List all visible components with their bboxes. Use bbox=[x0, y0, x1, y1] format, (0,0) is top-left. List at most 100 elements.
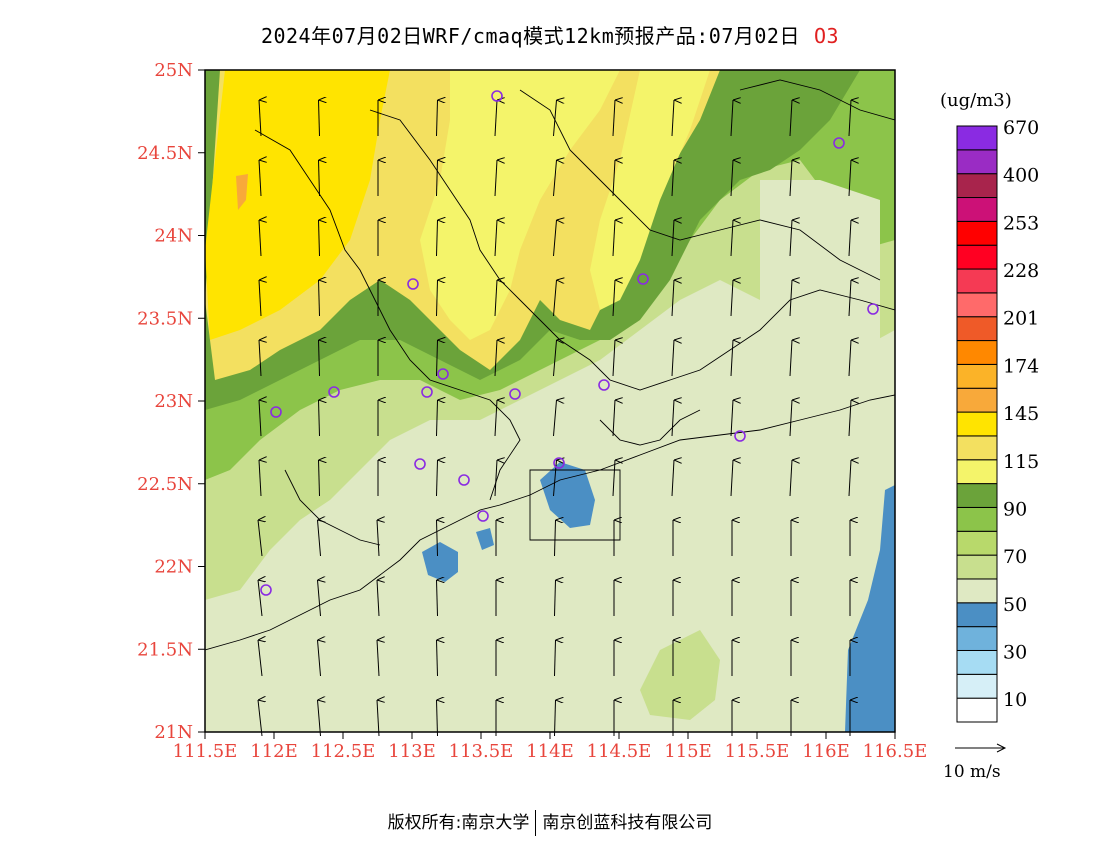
colorbar-unit-label: (ug/m3) bbox=[940, 90, 1012, 111]
wind-arrow-icon bbox=[318, 160, 320, 197]
station-circle-icon bbox=[598, 379, 610, 391]
station-circle-icon bbox=[509, 388, 521, 400]
wind-arrow-icon bbox=[789, 340, 792, 377]
lat-tick-label: 24N bbox=[154, 226, 193, 247]
wind-arrow-icon bbox=[436, 640, 438, 677]
wind-reference-arrow-icon bbox=[955, 743, 1007, 753]
lon-tick-label: 114.5E bbox=[587, 741, 652, 762]
wind-arrow-icon bbox=[258, 280, 261, 317]
colorbar-label: 400 bbox=[1003, 165, 1039, 187]
lon-tick-label: 113E bbox=[388, 741, 436, 762]
footer-copyright: 版权所有:南京大学 bbox=[387, 813, 530, 833]
colorbar-swatch bbox=[956, 363, 998, 389]
wind-arrow-icon bbox=[612, 280, 615, 317]
lat-tick-label: 21N bbox=[154, 722, 193, 743]
colorbar-label: 50 bbox=[1003, 594, 1027, 616]
lon-tick-label: 112.5E bbox=[311, 741, 376, 762]
longitude-axis: 111.5E 112E 112.5E 113E 113.5E 114E 114.5E 115E… bbox=[173, 732, 927, 762]
colorbar: 10 30 50 70 90 115 145 174 201 228 253 400 670 bbox=[956, 117, 1039, 723]
wind-arrow-icon bbox=[436, 220, 438, 257]
colorbar-label: 228 bbox=[1003, 260, 1039, 282]
footer-separator bbox=[535, 810, 537, 836]
wind-arrow-icon bbox=[612, 220, 615, 257]
wind-arrow-icon bbox=[258, 160, 261, 197]
wind-arrow-icon bbox=[730, 220, 733, 257]
wind-arrow-icon bbox=[494, 160, 497, 197]
wind-arrow-icon bbox=[553, 160, 557, 197]
wind-arrow-icon bbox=[553, 280, 557, 317]
lon-tick-label: 116E bbox=[802, 741, 850, 762]
wind-arrow-icon bbox=[612, 340, 615, 377]
colorbar-swatch bbox=[956, 506, 998, 532]
wind-arrow-icon bbox=[848, 100, 851, 137]
wind-arrow-icon bbox=[318, 460, 320, 497]
wind-arrow-icon bbox=[436, 340, 438, 377]
colorbar-swatch bbox=[956, 483, 998, 508]
wind-arrow-icon bbox=[317, 640, 321, 677]
title-species: O3 bbox=[813, 24, 840, 48]
wind-arrow-icon bbox=[848, 460, 851, 497]
wind-arrow-icon bbox=[671, 400, 674, 437]
wind-reference-label: 10 m/s bbox=[943, 762, 1001, 782]
colorbar-label: 70 bbox=[1003, 546, 1027, 568]
colorbar-label: 201 bbox=[1003, 308, 1039, 330]
wind-arrow-icon bbox=[258, 340, 261, 377]
colorbar-swatch bbox=[956, 149, 998, 175]
station-circle-icon bbox=[414, 458, 426, 470]
wind-arrow-icon bbox=[789, 400, 792, 437]
title-main: 2024年07月02日WRF/cmaq模式12km预报产品:07月02日 bbox=[260, 24, 800, 48]
station-circle-icon bbox=[637, 273, 649, 285]
colorbar-swatch bbox=[956, 626, 998, 651]
wind-arrow-icon bbox=[789, 460, 792, 497]
wind-vector-field bbox=[257, 100, 851, 737]
station-circle-icon bbox=[833, 137, 845, 149]
station-circle-icon bbox=[734, 430, 746, 442]
colorbar-swatch bbox=[956, 697, 998, 723]
wind-arrow-icon bbox=[436, 400, 438, 437]
wind-arrow-icon bbox=[318, 220, 320, 257]
colorbar-label: 670 bbox=[1003, 117, 1039, 139]
wind-arrow-icon bbox=[554, 580, 556, 617]
station-circle-icon bbox=[553, 457, 565, 469]
colorbar-swatch bbox=[956, 649, 998, 675]
wind-arrow-icon bbox=[553, 100, 557, 137]
lon-tick-label: 114E bbox=[526, 741, 574, 762]
wind-arrow-icon bbox=[730, 160, 733, 197]
colorbar-swatch bbox=[956, 244, 998, 270]
colorbar-label: 115 bbox=[1003, 451, 1039, 473]
wind-arrow-icon bbox=[436, 700, 438, 737]
wind-arrow-icon bbox=[671, 460, 674, 497]
wind-arrow-icon bbox=[436, 580, 438, 617]
wind-arrow-icon bbox=[318, 100, 320, 137]
wind-arrow-icon bbox=[671, 340, 674, 377]
colorbar-swatch bbox=[956, 459, 998, 485]
wind-arrow-icon bbox=[554, 520, 556, 557]
wind-arrow-icon bbox=[494, 280, 497, 317]
wind-arrow-icon bbox=[258, 220, 261, 257]
lon-tick-label: 113.5E bbox=[449, 741, 514, 762]
colorbar-swatch bbox=[956, 530, 998, 556]
wind-arrow-icon bbox=[553, 340, 557, 377]
wind-arrow-icon bbox=[494, 460, 497, 497]
lon-tick-label: 112E bbox=[250, 741, 298, 762]
wind-arrow-icon bbox=[318, 280, 320, 317]
wind-arrow-icon bbox=[436, 160, 438, 197]
footer: 版权所有:南京大学 南京创蓝科技有限公司 bbox=[0, 808, 1100, 836]
boundary-lines bbox=[205, 79, 895, 651]
wind-arrow-icon bbox=[553, 220, 557, 257]
wind-arrow-icon bbox=[317, 700, 321, 737]
wind-arrow-icon bbox=[612, 400, 615, 437]
wind-arrow-icon bbox=[494, 100, 497, 137]
colorbar-label: 10 bbox=[1003, 689, 1027, 711]
wind-arrow-icon bbox=[612, 160, 615, 197]
wind-arrow-icon bbox=[730, 280, 733, 317]
lat-tick-label: 23N bbox=[154, 391, 193, 412]
wind-arrow-icon bbox=[257, 580, 262, 617]
colorbar-swatch bbox=[956, 125, 998, 151]
wind-arrow-icon bbox=[671, 100, 674, 137]
wind-arrow-icon bbox=[257, 520, 262, 557]
colorbar-label: 145 bbox=[1003, 403, 1039, 425]
wind-arrow-icon bbox=[789, 160, 792, 197]
wind-arrow-icon bbox=[318, 340, 320, 377]
wind-arrow-icon bbox=[436, 460, 438, 497]
